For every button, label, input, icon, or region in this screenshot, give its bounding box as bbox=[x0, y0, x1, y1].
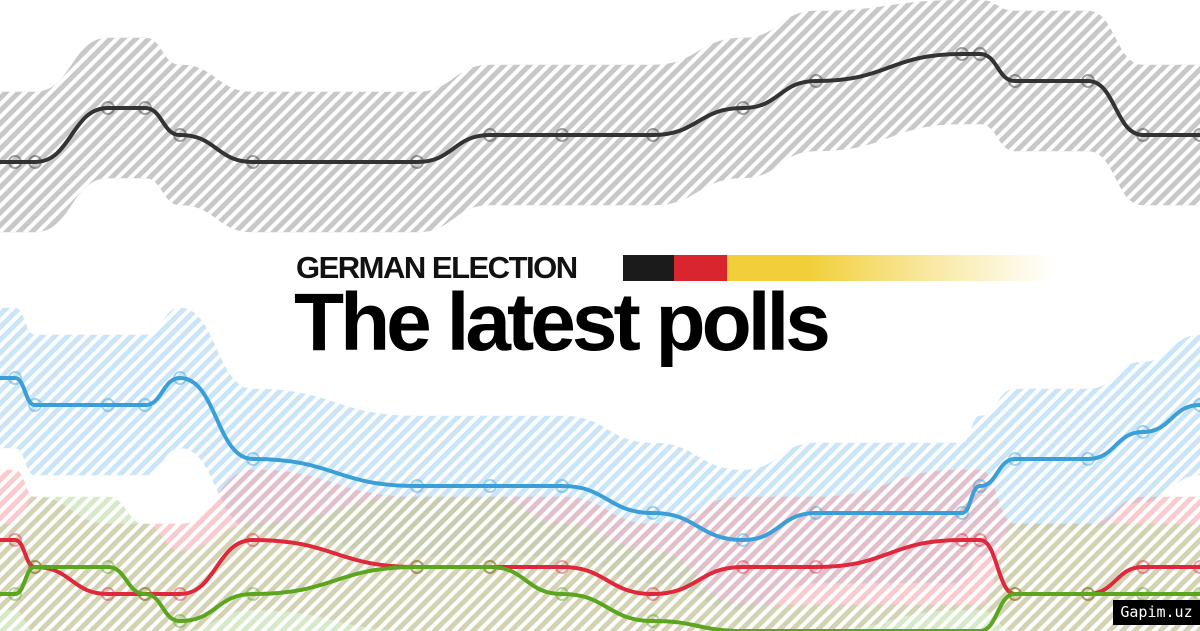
poll-point bbox=[173, 128, 187, 142]
poll-point bbox=[646, 614, 660, 628]
poll-point bbox=[246, 155, 260, 169]
poll-point bbox=[1193, 560, 1200, 574]
poll-point bbox=[246, 452, 260, 466]
poll-point bbox=[973, 479, 987, 493]
flag-black bbox=[623, 255, 674, 281]
flag-red bbox=[674, 255, 727, 281]
poll-point bbox=[1193, 398, 1200, 412]
poll-point bbox=[973, 533, 987, 547]
poll-point bbox=[246, 533, 260, 547]
poll-point bbox=[410, 479, 424, 493]
poll-point bbox=[8, 587, 22, 601]
poll-point bbox=[1136, 425, 1150, 439]
flag-gold bbox=[727, 255, 1053, 281]
band-hatch bbox=[0, 0, 1200, 233]
band-hatch bbox=[0, 496, 1200, 631]
series-line-0 bbox=[0, 51, 1200, 165]
poll-point bbox=[555, 479, 569, 493]
poll-point bbox=[646, 587, 660, 601]
poll-point bbox=[28, 560, 42, 574]
poll-point bbox=[646, 506, 660, 520]
poll-point bbox=[410, 560, 424, 574]
poll-point bbox=[138, 587, 152, 601]
poll-point bbox=[138, 398, 152, 412]
poll-point bbox=[1136, 560, 1150, 574]
poll-point bbox=[410, 155, 424, 169]
poll-point bbox=[1081, 452, 1095, 466]
uncertainty-band-0 bbox=[0, 0, 1200, 233]
german-flag-stripe bbox=[623, 255, 1053, 281]
poll-point bbox=[483, 479, 497, 493]
poll-point bbox=[28, 398, 42, 412]
poll-point bbox=[1081, 74, 1095, 88]
kicker-label: GERMAN ELECTION bbox=[296, 250, 578, 285]
poll-point bbox=[101, 560, 115, 574]
poll-point bbox=[101, 398, 115, 412]
poll-point bbox=[955, 506, 969, 520]
poll-point bbox=[955, 533, 969, 547]
poll-point bbox=[736, 101, 750, 115]
poll-point bbox=[973, 47, 987, 61]
poll-point bbox=[1193, 587, 1200, 601]
poll-point bbox=[555, 128, 569, 142]
poll-point bbox=[173, 587, 187, 601]
poll-point bbox=[8, 533, 22, 547]
poll-point bbox=[483, 128, 497, 142]
poll-point bbox=[1136, 128, 1150, 142]
series-line-1 bbox=[0, 375, 1200, 543]
poll-point bbox=[483, 560, 497, 574]
poll-point bbox=[736, 560, 750, 574]
poll-point bbox=[809, 560, 823, 574]
page-title: The latest polls bbox=[294, 277, 831, 368]
poll-point bbox=[809, 506, 823, 520]
poll-point bbox=[138, 101, 152, 115]
poll-point bbox=[1081, 587, 1095, 601]
poll-point bbox=[646, 128, 660, 142]
watermark: Gapim.uz bbox=[1113, 600, 1200, 625]
poll-point bbox=[28, 155, 42, 169]
poll-point bbox=[1193, 128, 1200, 142]
poll-point bbox=[8, 155, 22, 169]
poll-point bbox=[809, 74, 823, 88]
poll-point bbox=[8, 371, 22, 385]
uncertainty-band-3 bbox=[0, 496, 1200, 631]
poll-point bbox=[955, 47, 969, 61]
series-line-3 bbox=[0, 564, 1200, 631]
poll-point bbox=[736, 533, 750, 547]
poll-point bbox=[173, 614, 187, 628]
poll-point bbox=[1008, 452, 1022, 466]
poll-point bbox=[555, 587, 569, 601]
poll-point bbox=[101, 587, 115, 601]
poll-point bbox=[246, 587, 260, 601]
poll-point bbox=[555, 560, 569, 574]
poll-point bbox=[101, 101, 115, 115]
poll-point bbox=[173, 371, 187, 385]
poll-point bbox=[1008, 74, 1022, 88]
poll-point bbox=[1008, 587, 1022, 601]
